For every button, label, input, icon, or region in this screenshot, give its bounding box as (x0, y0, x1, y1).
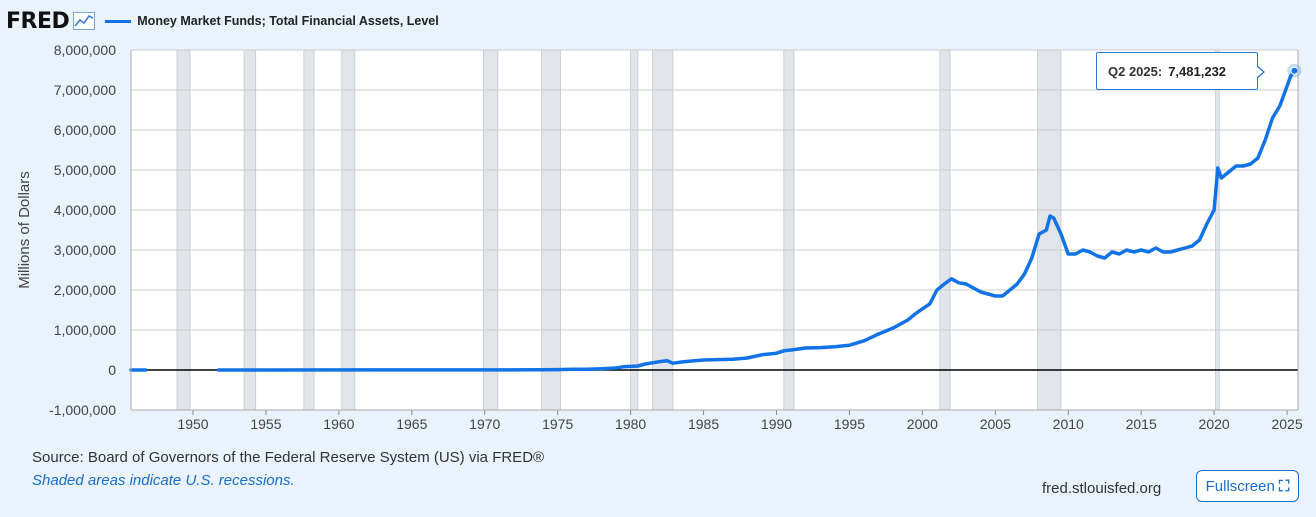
x-tick-label: 1975 (542, 416, 573, 432)
x-tick-label: 1990 (761, 416, 792, 432)
recession-band (630, 49, 639, 411)
data-tooltip: Q2 2025: 7,481,232 (1096, 52, 1265, 90)
x-tick-label: 1985 (688, 416, 719, 432)
highlight-point (1290, 66, 1299, 75)
y-tick-label: 8,000,000 (54, 42, 116, 58)
x-tick-label: 2005 (980, 416, 1011, 432)
recession-band (783, 49, 795, 411)
x-tick-label: 2000 (907, 416, 938, 432)
recession-shading (176, 49, 1220, 411)
recession-band (243, 49, 257, 411)
site-url[interactable]: fred.stlouisfed.org (1042, 480, 1162, 497)
recession-band (482, 49, 499, 411)
x-tick-label: 1980 (615, 416, 646, 432)
tooltip-pointer-fill (1256, 66, 1263, 78)
fred-logo[interactable]: FRED (6, 8, 70, 34)
recession-band (541, 49, 561, 411)
tooltip-date: Q2 2025: (1108, 63, 1163, 79)
recession-band (939, 49, 951, 411)
recession-band (1215, 49, 1220, 411)
legend-line-swatch (105, 19, 132, 23)
fullscreen-icon: ⛶ (1278, 477, 1290, 495)
y-tick-label: 6,000,000 (54, 122, 116, 138)
gridlines (131, 49, 1298, 411)
y-tick-label: 0 (108, 362, 116, 378)
series-line (216, 69, 1297, 372)
recession-band (176, 49, 191, 411)
x-tick-label: 2020 (1199, 416, 1230, 432)
series-lines (129, 69, 1297, 372)
x-axis-ticks: 1950 1955 1960 1965 1970 1975 1980 1985 1990 1995… (177, 410, 1303, 432)
y-tick-label: -1,000,000 (49, 402, 116, 418)
y-axis-ticks: 8,000,000 7,000,000 6,000,000 5,000,000 4,00… (49, 42, 116, 418)
fullscreen-button[interactable]: Fullscreen ⛶ (1196, 470, 1299, 502)
chart-header: FRED Money Market Funds; Total Financial… (6, 6, 439, 36)
x-tick-label: 1965 (396, 416, 427, 432)
x-tick-label: 1995 (834, 416, 865, 432)
y-tick-label: 1,000,000 (54, 322, 116, 338)
fullscreen-label: Fullscreen (1205, 477, 1275, 495)
x-tick-label: 2025 (1271, 416, 1302, 432)
y-axis-label: Millions of Dollars (16, 171, 33, 289)
recession-band (303, 49, 315, 411)
x-tick-label: 1955 (250, 416, 281, 432)
highlight-marker (1287, 63, 1302, 78)
x-tick-label: 1960 (323, 416, 354, 432)
y-tick-label: 2,000,000 (54, 282, 116, 298)
recession-band (652, 49, 674, 411)
x-tick-label: 1950 (177, 416, 208, 432)
graph-icon (73, 12, 96, 30)
recession-band (341, 49, 356, 411)
y-tick-label: 4,000,000 (54, 202, 116, 218)
legend-series-label: Money Market Funds; Total Financial Asse… (137, 14, 439, 28)
plot-area (131, 50, 1298, 410)
x-tick-label: 2015 (1126, 416, 1157, 432)
source-text: Source: Board of Governors of the Federa… (32, 449, 545, 466)
y-tick-label: 7,000,000 (54, 82, 116, 98)
y-tick-label: 5,000,000 (54, 162, 116, 178)
x-tick-label: 2010 (1053, 416, 1084, 432)
recession-note: Shaded areas indicate U.S. recessions. (32, 472, 295, 489)
tooltip-value: 7,481,232 (1168, 63, 1227, 79)
x-tick-label: 1970 (469, 416, 500, 432)
y-tick-label: 3,000,000 (54, 242, 116, 258)
